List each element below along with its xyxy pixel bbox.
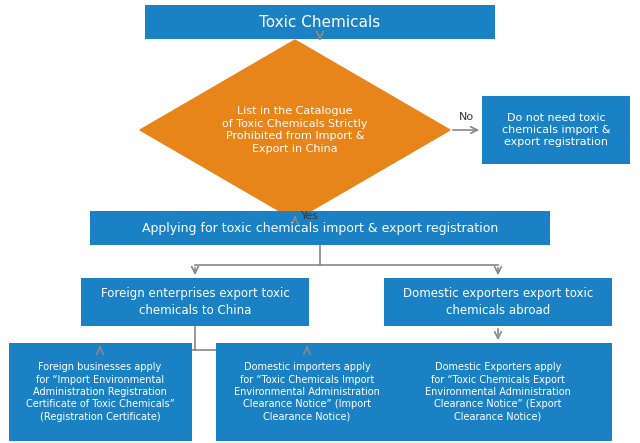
FancyBboxPatch shape (482, 96, 630, 164)
FancyBboxPatch shape (81, 278, 309, 326)
Text: Do not need toxic
chemicals import &
export registration: Do not need toxic chemicals import & exp… (502, 113, 611, 148)
FancyBboxPatch shape (216, 343, 399, 441)
FancyBboxPatch shape (384, 343, 612, 441)
FancyBboxPatch shape (8, 343, 191, 441)
FancyBboxPatch shape (384, 278, 612, 326)
Text: List in the Catalogue
of Toxic Chemicals Strictly
Prohibited from Import &
Expor: List in the Catalogue of Toxic Chemicals… (222, 106, 368, 154)
Text: Foreign businesses apply
for “Import Environmental
Administration Registration
C: Foreign businesses apply for “Import Env… (26, 362, 174, 422)
Text: Domestic exporters export toxic
chemicals abroad: Domestic exporters export toxic chemical… (403, 288, 593, 316)
Polygon shape (140, 40, 450, 220)
Text: Applying for toxic chemicals import & export registration: Applying for toxic chemicals import & ex… (142, 222, 498, 234)
Text: No: No (458, 112, 474, 122)
FancyBboxPatch shape (90, 211, 550, 245)
Text: Domestic Exporters apply
for “Toxic Chemicals Export
Environmental Administratio: Domestic Exporters apply for “Toxic Chem… (425, 362, 571, 422)
FancyBboxPatch shape (145, 5, 495, 39)
Text: Domestic importers apply
for “Toxic Chemicals Import
Environmental Administratio: Domestic importers apply for “Toxic Chem… (234, 362, 380, 422)
Text: Foreign enterprises export toxic
chemicals to China: Foreign enterprises export toxic chemica… (100, 288, 289, 316)
Text: Yes: Yes (301, 210, 319, 221)
Text: Toxic Chemicals: Toxic Chemicals (259, 15, 381, 30)
